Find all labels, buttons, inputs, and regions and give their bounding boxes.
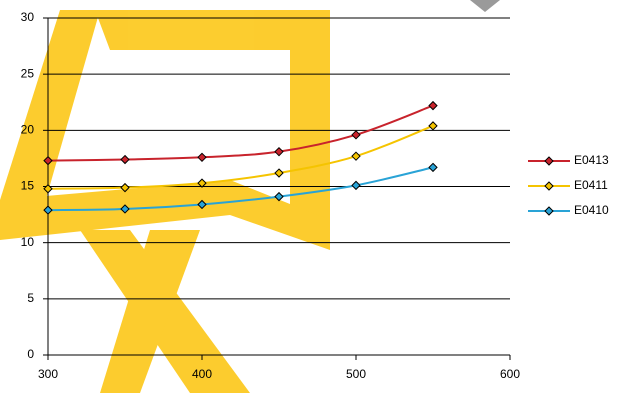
data-point xyxy=(351,130,361,140)
data-point xyxy=(428,121,438,131)
data-point xyxy=(351,180,361,191)
watermark xyxy=(0,0,500,393)
data-point xyxy=(351,151,361,161)
legend-marker xyxy=(544,156,554,166)
data-point xyxy=(120,182,130,193)
data-point xyxy=(274,168,284,178)
x-tick-label: 300 xyxy=(38,367,58,381)
legend-marker xyxy=(544,181,554,191)
y-tick-label: 15 xyxy=(21,179,35,193)
x-tick-label: 400 xyxy=(192,367,212,381)
y-tick-label: 0 xyxy=(27,347,34,361)
x-tick-label: 500 xyxy=(346,367,366,381)
data-point xyxy=(428,162,438,173)
data-point xyxy=(197,152,207,163)
x-tick-label: 600 xyxy=(500,367,520,381)
y-tick-label: 10 xyxy=(21,235,35,249)
data-point xyxy=(43,184,53,194)
legend-label: E0410 xyxy=(574,203,609,217)
series-line xyxy=(47,104,434,162)
data-point xyxy=(43,155,53,166)
series-line xyxy=(47,166,434,212)
data-point xyxy=(120,154,130,165)
y-tick-label: 25 xyxy=(21,66,35,80)
data-point xyxy=(197,178,207,188)
legend-marker xyxy=(544,206,554,216)
data-point xyxy=(120,204,130,214)
data-point xyxy=(197,199,207,210)
y-tick-label: 30 xyxy=(21,10,35,24)
data-point xyxy=(274,146,284,157)
y-tick-label: 5 xyxy=(27,291,34,305)
data-point xyxy=(43,205,53,215)
legend-label: E0413 xyxy=(574,153,609,167)
data-point xyxy=(274,191,284,202)
data-point xyxy=(428,100,438,111)
series-line xyxy=(47,124,434,190)
legend-label: E0411 xyxy=(574,178,608,192)
y-tick-label: 20 xyxy=(21,123,35,137)
